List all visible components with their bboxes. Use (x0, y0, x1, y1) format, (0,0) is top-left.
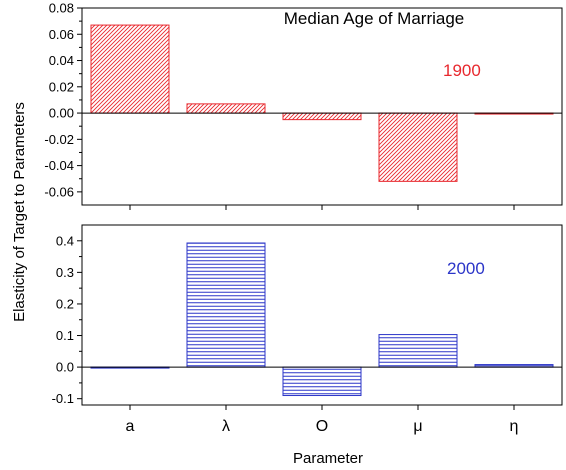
panel-1900: 0.08 0.06 0.04 0.02 0.00 -0.02 -0.04 -0.06 Medi… (44, 1, 563, 206)
y-tick-label: 0.04 (49, 53, 74, 68)
bar-1900-3 (378, 112, 458, 182)
x-tick-label: μ (413, 418, 422, 435)
x-tick-label: a (126, 418, 135, 435)
y-tick-label: 0.00 (49, 106, 74, 121)
x-tick-label: η (510, 418, 519, 435)
y-tick-label: 0.4 (56, 233, 74, 248)
bar-2000-3 (378, 334, 458, 368)
bar-1900-2 (282, 112, 362, 121)
y-tick-label: 0.1 (56, 328, 74, 343)
y-tick-label: 0.0 (56, 360, 74, 375)
y-ticks-2000: 0.4 0.3 0.2 0.1 0.0 -0.1 (52, 233, 82, 406)
x-tick-label: O (316, 418, 328, 435)
series-label-2000: 2000 (447, 259, 485, 278)
bars-1900 (90, 24, 554, 182)
y-ticks-1900: 0.08 0.06 0.04 0.02 0.00 -0.02 -0.04 -0.06 (44, 1, 82, 199)
y-tick-label: -0.06 (44, 184, 74, 199)
y-tick-label: -0.1 (52, 391, 74, 406)
x-tick-label: λ (222, 418, 230, 435)
y-axis-title: Elasticity of Target to Parameters (11, 102, 28, 322)
bar-2000-1 (186, 242, 266, 368)
y-tick-label: 0.3 (56, 265, 74, 280)
y-tick-label: -0.04 (44, 158, 74, 173)
y-tick-label: 0.08 (49, 1, 74, 16)
chart-title: Median Age of Marriage (284, 9, 465, 28)
series-label-1900: 1900 (443, 61, 481, 80)
y-tick-label: -0.02 (44, 132, 74, 147)
bar-1900-0 (90, 24, 170, 114)
y-tick-label: 0.06 (49, 27, 74, 42)
bar-2000-2 (282, 366, 362, 397)
y-tick-label: 0.2 (56, 296, 74, 311)
x-axis-title: Parameter (293, 450, 363, 467)
bars-2000 (90, 242, 554, 397)
y-tick-label: 0.02 (49, 79, 74, 94)
bar-1900-1 (186, 103, 266, 114)
